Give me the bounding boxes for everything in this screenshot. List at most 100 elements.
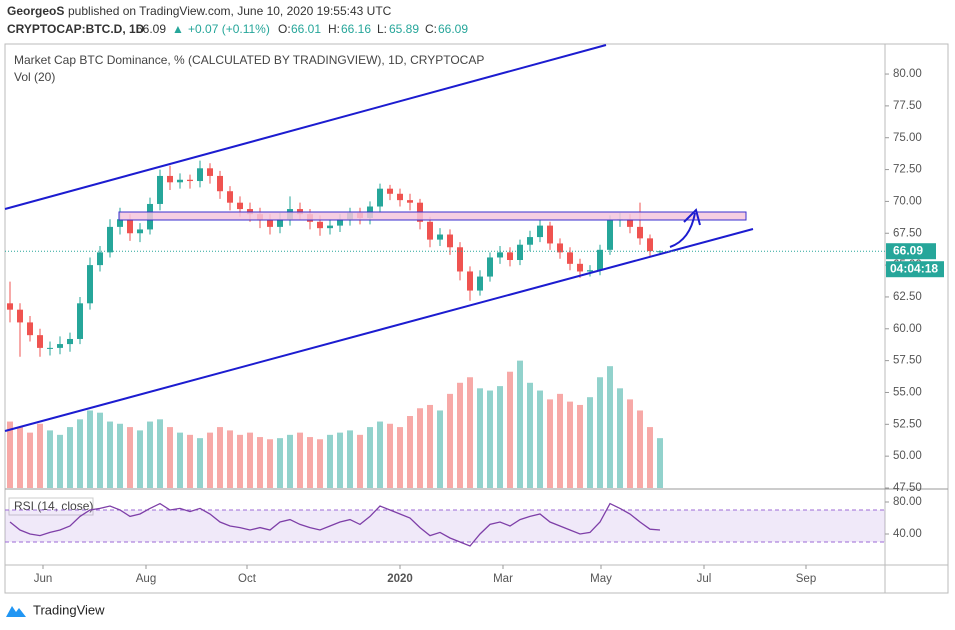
volume-bar — [387, 423, 393, 488]
brand: TradingView — [33, 602, 105, 617]
candle-body — [27, 322, 33, 336]
countdown-box — [886, 261, 944, 278]
volume-bar — [117, 423, 123, 488]
candle-body — [157, 175, 163, 204]
volume-bar — [517, 360, 523, 488]
volume-bar — [137, 430, 143, 488]
change: +0.07 (+0.11%) — [188, 22, 270, 36]
volume-bar — [207, 432, 213, 488]
x-tick-label: Jun — [34, 573, 53, 585]
candle-body — [267, 220, 273, 227]
volume-bar — [47, 430, 53, 488]
volume-bar — [647, 427, 653, 488]
candle-body — [647, 238, 653, 252]
volume-bar — [167, 427, 173, 488]
candle-body — [527, 237, 533, 245]
candle-layer — [7, 160, 663, 357]
candle-body — [207, 168, 213, 176]
x-tick-label: Mar — [493, 573, 513, 585]
x-tick-label: Oct — [238, 573, 257, 585]
volume-bar — [597, 377, 603, 488]
candle-body — [107, 226, 113, 253]
logo — [6, 606, 26, 617]
volume-bar — [437, 410, 443, 488]
candle-body — [637, 226, 643, 239]
symbol: CRYPTOCAP:BTC.D, 1D — [7, 22, 145, 36]
volume-bar — [97, 412, 103, 488]
rsi-line — [9, 502, 661, 547]
candle-body — [317, 221, 323, 229]
last-price: 66.09 — [136, 22, 166, 36]
volume-bar — [607, 366, 613, 488]
y-tick-label: 47.50 — [893, 482, 922, 494]
volume-bar — [147, 421, 153, 488]
volume-bar — [347, 430, 353, 488]
candle-body — [457, 247, 463, 272]
candle-body — [137, 229, 143, 234]
rsi-band-fill — [5, 510, 885, 542]
volume-bar — [87, 410, 93, 488]
candle-body — [447, 234, 453, 248]
volume-bar — [637, 410, 643, 488]
volume-bar — [417, 408, 423, 488]
y-tick-label: 67.50 — [893, 227, 922, 239]
volume-bar — [27, 432, 33, 488]
volume-bar — [367, 427, 373, 488]
footer: TradingView — [6, 602, 105, 617]
volume-bar — [567, 401, 573, 488]
volume-bar — [277, 438, 283, 488]
candle-body — [497, 252, 503, 258]
volume-bar — [617, 388, 623, 488]
author: GeorgeoS — [7, 4, 64, 18]
candle-body — [327, 225, 333, 229]
volume-bar — [327, 434, 333, 488]
countdown: 04:04:18 — [890, 261, 938, 275]
candle-body — [587, 270, 593, 272]
volume-bar — [67, 427, 73, 488]
candle-body — [557, 243, 563, 253]
channel-lower — [4, 228, 754, 432]
candle-body — [237, 202, 243, 210]
volume-bar — [267, 439, 273, 488]
x-tick-label: Aug — [136, 573, 156, 585]
high-value: 66.16 — [341, 22, 371, 36]
candle-body — [37, 335, 43, 348]
candle-body — [77, 303, 83, 339]
y-tick-label: 55.00 — [893, 387, 922, 399]
candle-body — [337, 219, 343, 226]
volume-bar — [7, 421, 13, 488]
volume-bar — [427, 404, 433, 488]
x-tick-label: Jul — [697, 573, 712, 585]
x-tick-label: Sep — [796, 573, 816, 585]
y-tick-label: 70.00 — [893, 195, 922, 207]
last-price-box — [886, 243, 936, 260]
candle-body — [97, 252, 103, 266]
rsi-tick-label: 80.00 — [893, 496, 922, 508]
y-tick-label: 75.00 — [893, 132, 922, 144]
volume-bar — [587, 397, 593, 488]
volume-bar — [37, 423, 43, 488]
candle-body — [487, 257, 493, 277]
candle-body — [187, 179, 193, 182]
candle-body — [197, 168, 203, 182]
y-tick-label: 80.00 — [893, 68, 922, 80]
y-tick-label: 72.50 — [893, 164, 922, 176]
candle-body — [377, 188, 383, 207]
volume-bar — [527, 382, 533, 488]
volume-bar — [557, 393, 563, 488]
low-label: L: — [377, 22, 387, 36]
x-tick-label: May — [590, 573, 612, 585]
volume-bar — [457, 382, 463, 488]
candle-body — [407, 200, 413, 203]
chart-border — [4, 43, 949, 594]
high-label: H: — [328, 22, 340, 36]
candle-body — [67, 338, 73, 345]
change-arrow: ▲ — [172, 22, 184, 36]
resistance-zone — [118, 211, 747, 221]
candle-body — [47, 347, 53, 349]
open-label: O: — [278, 22, 291, 36]
candle-body — [177, 179, 183, 183]
candle-body — [517, 244, 523, 261]
candle-body — [87, 265, 93, 304]
